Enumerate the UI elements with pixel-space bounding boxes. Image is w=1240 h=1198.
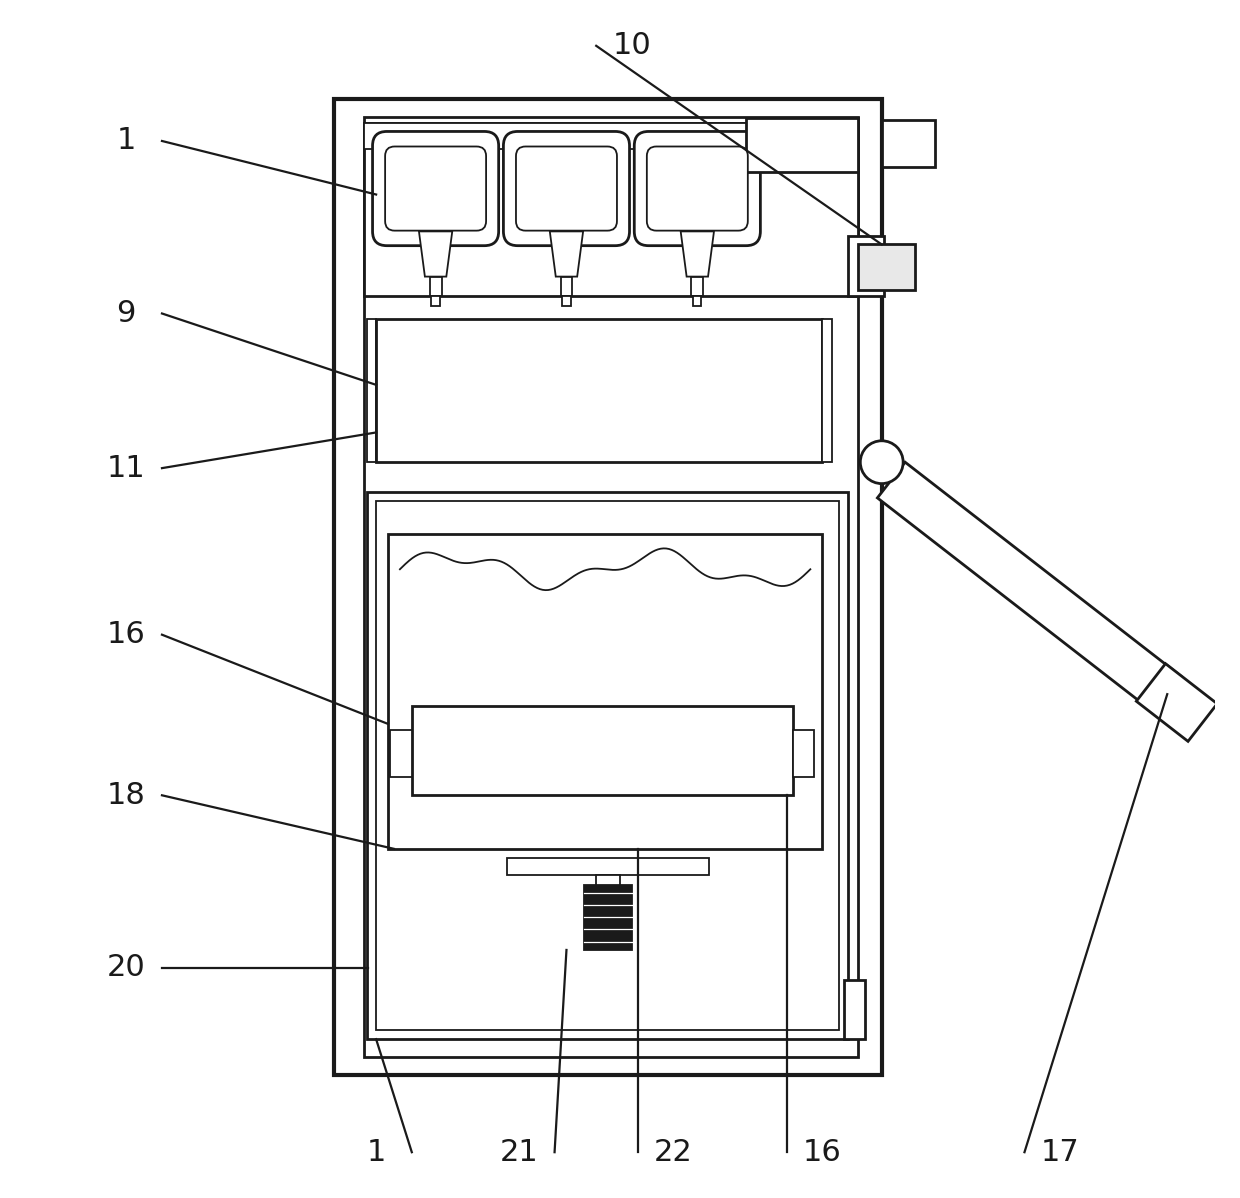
- Bar: [391, 730, 412, 778]
- Bar: [365, 117, 858, 1057]
- Text: 9: 9: [117, 300, 136, 328]
- Bar: [584, 884, 632, 950]
- Bar: [367, 320, 376, 462]
- Text: 10: 10: [613, 31, 651, 60]
- Bar: [882, 120, 935, 168]
- Bar: [376, 502, 839, 1029]
- FancyBboxPatch shape: [372, 132, 498, 246]
- Polygon shape: [878, 462, 1182, 712]
- Bar: [843, 980, 866, 1039]
- Bar: [692, 277, 703, 296]
- Polygon shape: [419, 231, 453, 277]
- Bar: [365, 123, 858, 150]
- Bar: [746, 119, 858, 171]
- Text: 17: 17: [1040, 1138, 1080, 1167]
- Bar: [848, 236, 884, 296]
- Bar: [335, 99, 882, 1075]
- Polygon shape: [681, 231, 714, 277]
- Text: 18: 18: [107, 781, 146, 810]
- Bar: [507, 858, 709, 875]
- Text: 1: 1: [117, 127, 136, 156]
- Polygon shape: [549, 231, 583, 277]
- Bar: [596, 875, 620, 898]
- FancyBboxPatch shape: [386, 146, 486, 231]
- Text: 20: 20: [107, 954, 145, 982]
- FancyBboxPatch shape: [503, 132, 630, 246]
- Text: 11: 11: [107, 454, 145, 483]
- FancyBboxPatch shape: [516, 146, 618, 231]
- Bar: [388, 533, 822, 849]
- FancyBboxPatch shape: [635, 132, 760, 246]
- Text: 16: 16: [107, 621, 145, 649]
- Bar: [367, 492, 848, 1039]
- Text: 1: 1: [367, 1138, 386, 1167]
- Bar: [693, 296, 702, 307]
- Bar: [562, 296, 570, 307]
- Bar: [792, 730, 813, 778]
- Text: 22: 22: [655, 1138, 693, 1167]
- Polygon shape: [1136, 664, 1218, 742]
- Bar: [432, 296, 440, 307]
- Text: 16: 16: [802, 1138, 842, 1167]
- Bar: [376, 320, 822, 462]
- FancyBboxPatch shape: [647, 146, 748, 231]
- Bar: [365, 123, 858, 296]
- Bar: [412, 706, 792, 795]
- Text: 21: 21: [500, 1138, 538, 1167]
- Bar: [560, 277, 573, 296]
- Circle shape: [861, 441, 903, 484]
- Bar: [822, 320, 832, 462]
- Bar: [858, 244, 915, 290]
- Bar: [429, 277, 441, 296]
